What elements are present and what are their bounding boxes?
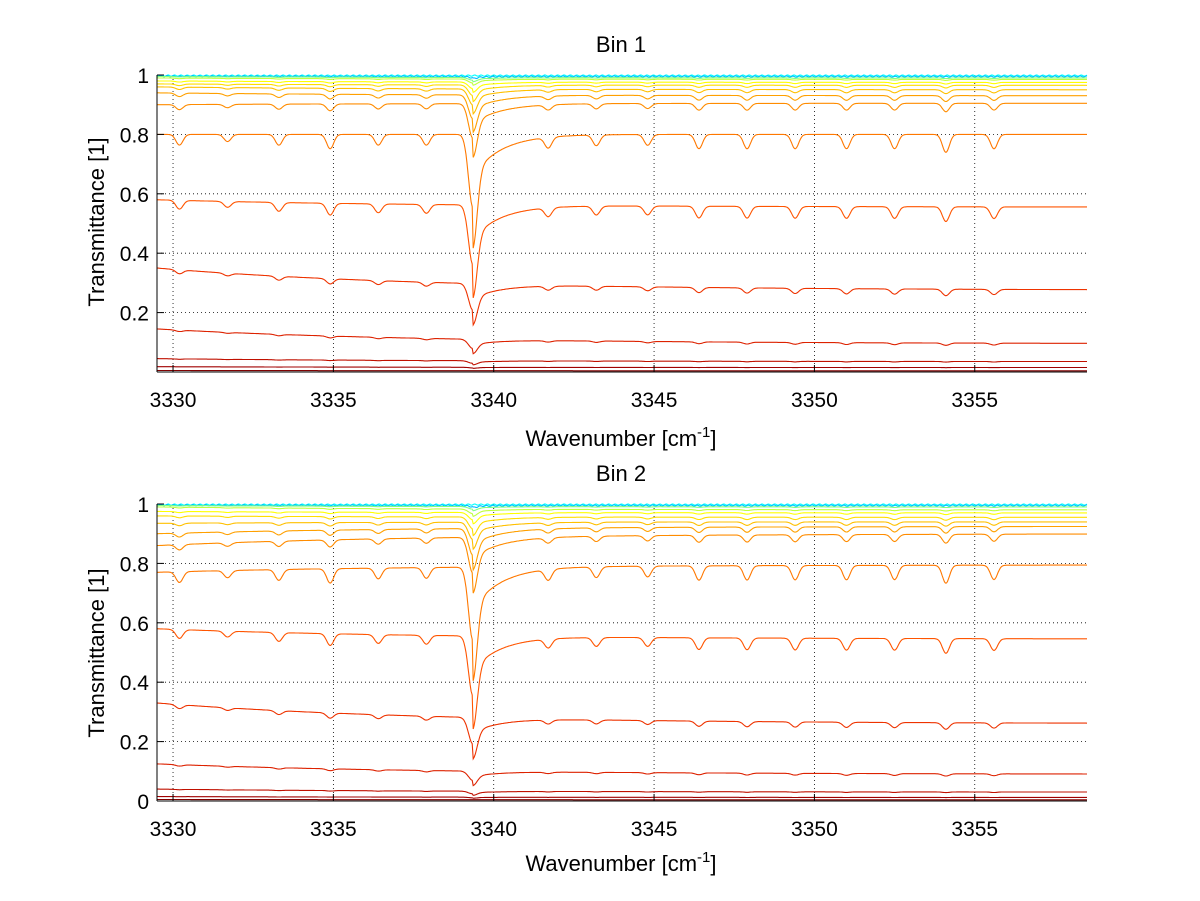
series-line-13 — [157, 763, 1087, 787]
chart-bin-2: 3330 3335 3340 3345 3350 3355 0 0.2 0.4 0.6 0.8 1 B… — [84, 461, 1088, 876]
series-line-11 — [156, 628, 1087, 730]
series-line-15 — [157, 366, 1087, 369]
series-lines — [156, 74, 1088, 372]
y-tick-label: 0.2 — [120, 303, 149, 326]
y-axis-label: Transmittance [1] — [84, 568, 109, 737]
y-tick-label: 0.8 — [120, 124, 149, 147]
series-line-3 — [157, 75, 1087, 83]
x-axis-label-exponent: -1 — [697, 424, 710, 441]
x-axis-label-end: ] — [710, 851, 716, 876]
series-line-11 — [156, 199, 1087, 299]
x-tick-label: 3350 — [791, 818, 838, 841]
series-line-14 — [157, 788, 1087, 796]
y-tick-label: 0.2 — [120, 732, 149, 755]
y-tick-label: 0.6 — [120, 613, 149, 636]
y-tick-label: 0.4 — [120, 243, 150, 266]
series-line-5 — [157, 510, 1087, 525]
x-tick-label: 3350 — [791, 389, 838, 412]
x-tick-label: 3355 — [951, 389, 998, 412]
series-line-10 — [157, 564, 1087, 681]
series-line-12 — [157, 267, 1088, 327]
series-line-3 — [157, 504, 1087, 512]
series-line-7 — [157, 86, 1087, 116]
y-tick-label: 0 — [137, 791, 149, 814]
y-tick-label: 0.6 — [120, 184, 149, 207]
x-tick-label: 3340 — [470, 818, 517, 841]
y-tick-label: 1 — [137, 65, 149, 88]
x-tick-label: 3330 — [150, 389, 197, 412]
x-tick-label: 3335 — [310, 389, 357, 412]
series-line-12 — [156, 702, 1088, 761]
series-line-10 — [157, 133, 1087, 249]
series-line-15 — [157, 795, 1087, 799]
series-line-9 — [156, 533, 1087, 594]
y-tick-label: 0.8 — [120, 553, 149, 576]
series-line-6 — [157, 83, 1088, 103]
series-line-5 — [157, 80, 1087, 94]
axes: 3330 3335 3340 3345 3350 3355 0.2 0.4 0.6 0.8 1 — [120, 65, 1087, 412]
x-tick-label: 3340 — [470, 389, 517, 412]
x-tick-label: 3345 — [631, 818, 678, 841]
series-line-14 — [157, 358, 1087, 366]
x-tick-label: 3330 — [150, 818, 197, 841]
series-line-13 — [156, 328, 1087, 355]
x-tick-label: 3345 — [631, 389, 678, 412]
y-tick-label: 1 — [137, 494, 149, 517]
series-line-4 — [157, 77, 1087, 86]
x-axis-label: Wavenumber [cm-1] — [525, 424, 716, 451]
x-axis-label-text: Wavenumber [cm — [525, 851, 697, 876]
axes: 3330 3335 3340 3345 3350 3355 0 0.2 0.4 0.6 0.8 1 — [120, 494, 1087, 841]
series-line-8 — [157, 525, 1087, 572]
x-axis-label-end: ] — [710, 426, 716, 451]
y-tick-label: 0.4 — [120, 672, 150, 695]
x-tick-label: 3335 — [310, 818, 357, 841]
series-lines — [156, 503, 1088, 801]
y-axis-label: Transmittance [1] — [84, 137, 109, 306]
series-line-9 — [157, 102, 1087, 158]
chart-bin-1: 3330 3335 3340 3345 3350 3355 0.2 0.4 0.6 0.8 1 Bi… — [84, 32, 1088, 451]
x-axis-label: Wavenumber [cm-1] — [525, 849, 716, 876]
x-axis-label-text: Wavenumber [cm — [525, 426, 697, 451]
series-line-7 — [157, 521, 1087, 551]
series-line-4 — [157, 506, 1088, 517]
series-line-6 — [157, 515, 1087, 537]
chart-title: Bin 2 — [596, 461, 646, 486]
chart-title: Bin 1 — [596, 32, 646, 57]
x-tick-label: 3355 — [951, 818, 998, 841]
x-axis-label-exponent: -1 — [697, 849, 710, 866]
series-line-8 — [157, 92, 1087, 134]
